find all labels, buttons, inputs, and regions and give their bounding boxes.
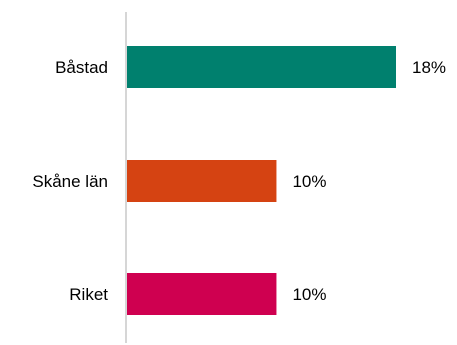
category-label-2: Riket xyxy=(69,285,108,304)
category-label-group: Båstad Skåne län Riket xyxy=(32,58,108,304)
value-label-2: 10% xyxy=(292,285,326,304)
value-label-0: 18% xyxy=(412,58,446,77)
bar-group xyxy=(127,46,396,315)
category-label-1: Skåne län xyxy=(32,172,108,191)
bar-0 xyxy=(127,46,396,88)
bar-1 xyxy=(127,160,277,202)
category-label-0: Båstad xyxy=(55,58,108,77)
value-label-group: 18% 10% 10% xyxy=(292,58,446,304)
bar-2 xyxy=(127,273,277,315)
value-label-1: 10% xyxy=(292,172,326,191)
